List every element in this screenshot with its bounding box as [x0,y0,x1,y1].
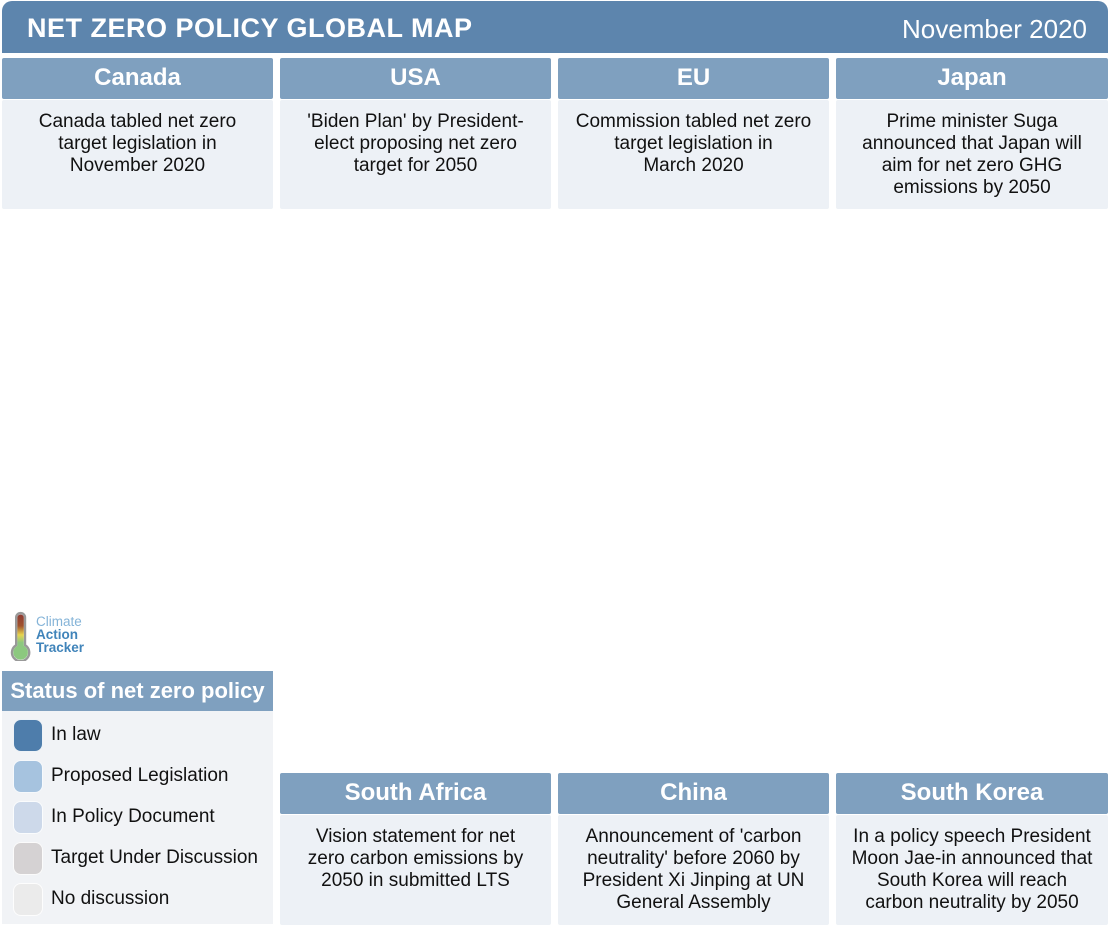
svg-text:Climate: Climate [36,614,82,629]
svg-text:Action: Action [36,627,78,642]
svg-text:Tracker: Tracker [36,640,85,655]
